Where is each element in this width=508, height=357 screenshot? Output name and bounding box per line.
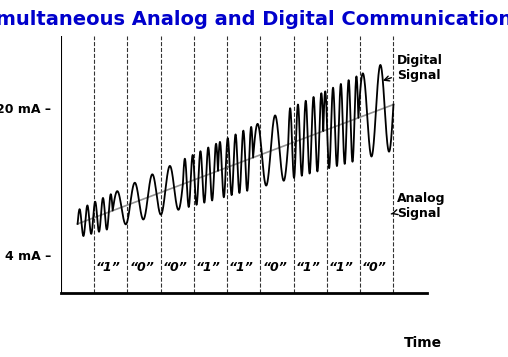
Text: “1”: “1”: [329, 261, 354, 273]
Text: “0”: “0”: [163, 261, 187, 273]
Text: Time: Time: [403, 336, 441, 350]
Text: “1”: “1”: [229, 261, 253, 273]
Text: “0”: “0”: [129, 261, 154, 273]
Text: 4 mA –: 4 mA –: [5, 250, 51, 262]
Text: “1”: “1”: [196, 261, 220, 273]
Text: Analog
Signal: Analog Signal: [391, 191, 446, 220]
Text: 20 mA –: 20 mA –: [0, 103, 51, 116]
Text: Digital
Signal: Digital Signal: [384, 54, 442, 82]
Text: “1”: “1”: [96, 261, 120, 273]
Title: Simultaneous Analog and Digital Communication: Simultaneous Analog and Digital Communic…: [0, 10, 508, 29]
Text: “0”: “0”: [262, 261, 287, 273]
Text: “0”: “0”: [362, 261, 387, 273]
Text: “1”: “1”: [295, 261, 320, 273]
